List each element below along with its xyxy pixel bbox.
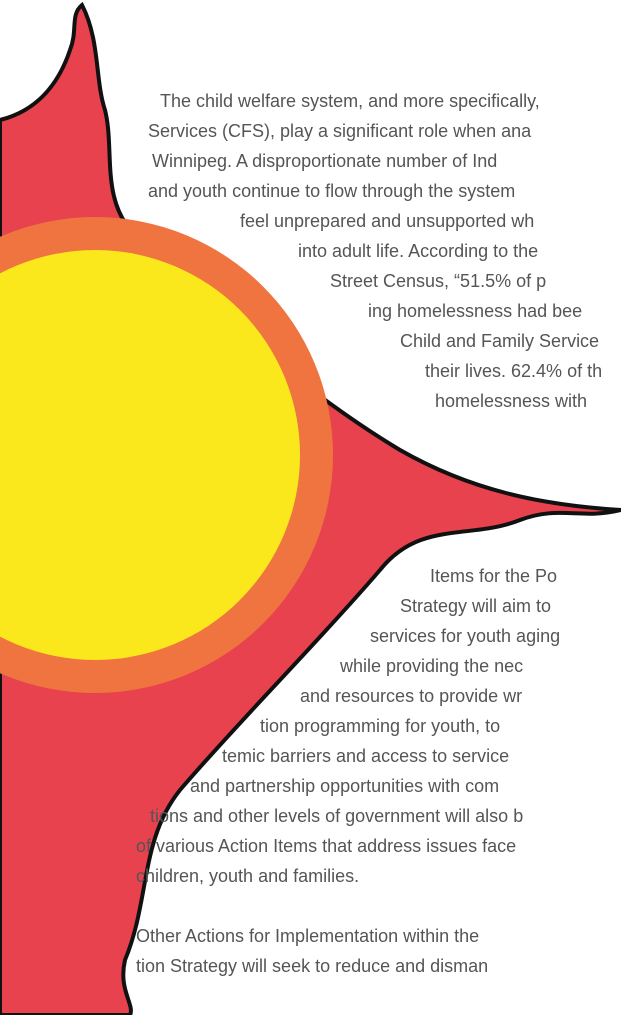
text-line: The child welfare system, and more speci… [160, 90, 621, 112]
text-line: Child and Family Service [400, 330, 621, 352]
text-line: tion Strategy will seek to reduce and di… [136, 955, 621, 977]
text-line: of various Action Items that address iss… [136, 835, 621, 857]
text-line: their lives. 62.4% of th [425, 360, 621, 382]
text-line: tion programming for youth, to [260, 715, 621, 737]
text-line: Winnipeg. A disproportionate number of I… [152, 150, 621, 172]
text-line: while providing the nec [340, 655, 621, 677]
text-line: children, youth and families. [136, 865, 621, 887]
text-line: and partnership opportunities with com [190, 775, 621, 797]
text-line: Other Actions for Implementation within … [136, 925, 621, 947]
text-line: and resources to provide wr [300, 685, 621, 707]
text-line: services for youth aging [370, 625, 621, 647]
text-line: Items for the Po [430, 565, 621, 587]
text-line: and youth continue to flow through the s… [148, 180, 621, 202]
text-line: tions and other levels of government wil… [150, 805, 621, 827]
text-line: Street Census, “51.5% of p [330, 270, 621, 292]
text-line: homelessness with [435, 390, 621, 412]
text-line: Services (CFS), play a significant role … [148, 120, 621, 142]
text-line: ing homelessness had bee [368, 300, 621, 322]
page: The child welfare system, and more speci… [0, 0, 621, 1015]
text-line: Strategy will aim to [400, 595, 621, 617]
text-line: temic barriers and access to service [222, 745, 621, 767]
text-line: feel unprepared and unsupported wh [240, 210, 621, 232]
text-line: into adult life. According to the [298, 240, 621, 262]
text-area: The child welfare system, and more speci… [0, 0, 621, 1015]
